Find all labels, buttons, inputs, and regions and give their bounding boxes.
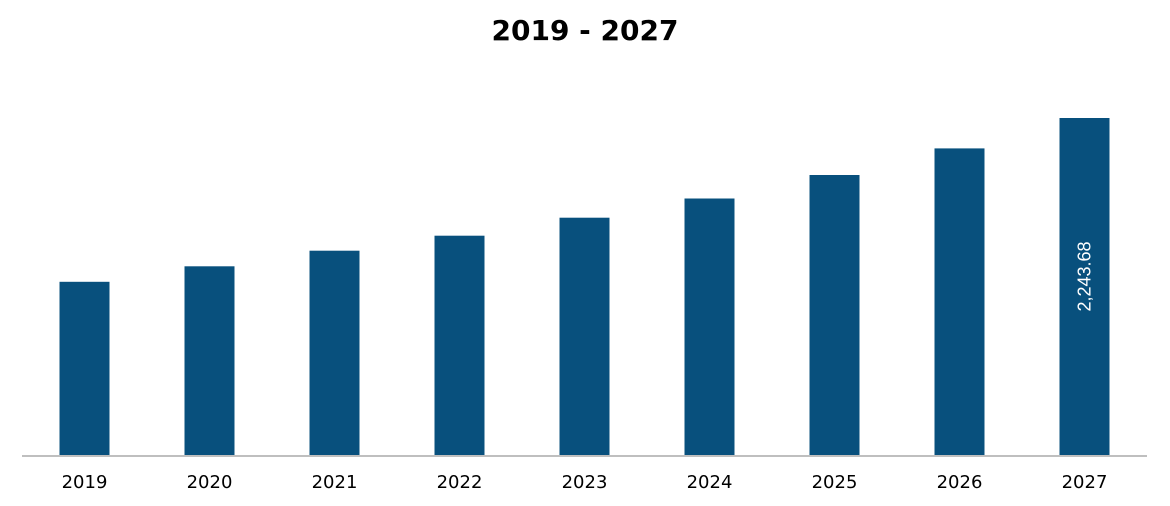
bar-2024 <box>684 198 735 455</box>
bar-2027 <box>1059 118 1110 455</box>
x-tick-label-2025: 2025 <box>812 472 858 493</box>
data-label-2027: 2,243.68 <box>1075 241 1095 311</box>
x-tick-label-2027: 2027 <box>1062 472 1108 493</box>
data-labels: 2,243.68 <box>1075 241 1095 311</box>
bars-group <box>59 118 1110 455</box>
x-tick-label-2019: 2019 <box>62 472 108 493</box>
x-tick-label-2020: 2020 <box>187 472 233 493</box>
chart-title: 2019 - 2027 <box>491 14 679 47</box>
bar-2019 <box>59 281 110 455</box>
bar-2021 <box>309 250 360 455</box>
x-tick-label-2021: 2021 <box>312 472 358 493</box>
bar-2026 <box>934 148 985 455</box>
bar-2025 <box>809 175 860 455</box>
x-tick-labels: 2019 2020 2021 2022 2023 2024 2025 2026 2027 <box>62 472 1108 493</box>
x-tick-label-2023: 2023 <box>562 472 608 493</box>
bar-2023 <box>559 217 610 455</box>
bar-2022 <box>434 235 485 455</box>
x-tick-label-2026: 2026 <box>937 472 983 493</box>
x-tick-label-2022: 2022 <box>437 472 483 493</box>
x-tick-label-2024: 2024 <box>687 472 733 493</box>
bar-2020 <box>184 266 235 455</box>
